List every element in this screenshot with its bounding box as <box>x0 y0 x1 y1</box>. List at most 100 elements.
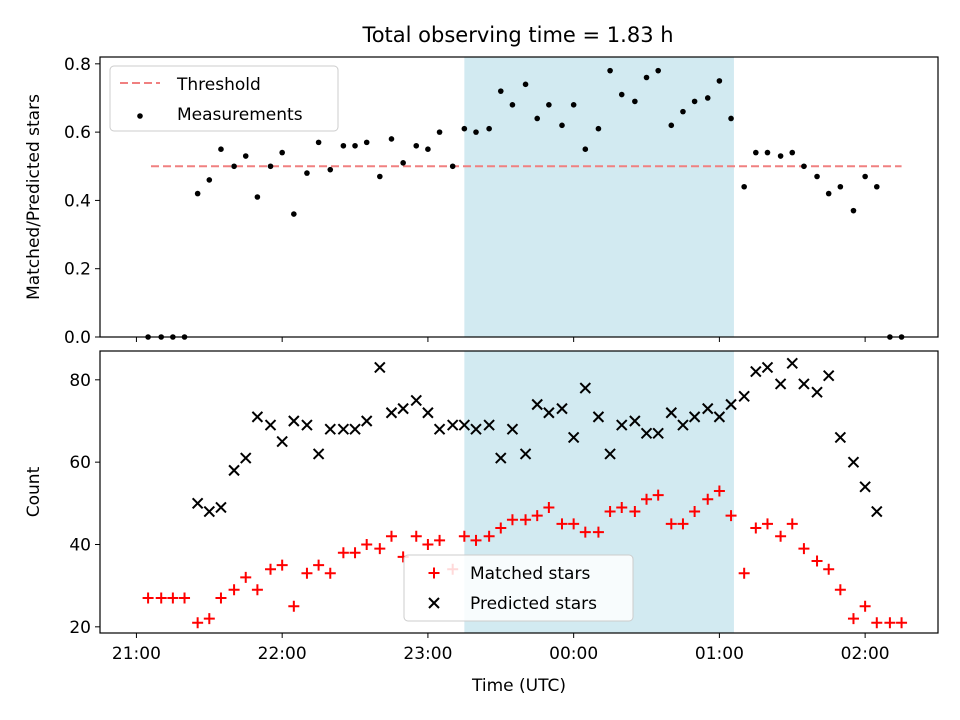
measurement-point <box>279 149 285 156</box>
matched-star-point <box>410 530 422 542</box>
bottom-panel-count-chart: 21:00 22:00 23:00 00:00 01:00 02:00 20 40 60 80 Co… <box>24 350 939 696</box>
predicted-star-point <box>567 431 580 444</box>
predicted-star-point <box>374 361 386 374</box>
matched-star-point <box>361 538 373 550</box>
predicted-star-point <box>276 435 288 448</box>
y-tick-label: 0.8 <box>64 55 91 75</box>
measurement-point <box>546 102 552 108</box>
legend: Threshold Measurements <box>109 65 339 132</box>
x-tick-label: 23:00 <box>403 644 452 664</box>
predicted-star-point <box>458 419 471 431</box>
measurement-point <box>618 91 625 98</box>
measurement-point <box>388 136 395 142</box>
measurement-point <box>425 146 431 152</box>
measurement-point <box>704 95 711 101</box>
predicted-star-point <box>495 452 507 464</box>
predicted-star-point <box>301 419 313 431</box>
measurement-point <box>267 163 274 170</box>
measurement-point <box>753 149 759 156</box>
matched-star-point <box>215 592 227 604</box>
legend-threshold-label: Threshold <box>176 75 261 95</box>
matched-star-point <box>713 485 725 497</box>
measurement-point <box>473 129 479 135</box>
matched-star-point <box>422 538 434 550</box>
matched-star-point <box>750 522 762 534</box>
measurement-point <box>363 139 370 146</box>
axes-frame <box>99 56 939 338</box>
matched-star-point <box>167 592 179 604</box>
matched-star-point <box>761 518 773 530</box>
predicted-star-point <box>543 407 555 419</box>
x-axis-label: Time (UTC) <box>471 676 566 696</box>
measurement-point <box>436 129 443 135</box>
predicted-star-point <box>725 398 737 411</box>
predicted-star-point <box>871 505 883 518</box>
predicted-star-point <box>446 419 459 431</box>
measurement-point <box>254 194 261 200</box>
predicted-star-point <box>506 423 519 435</box>
measurement-point <box>837 183 844 190</box>
measurement-point <box>873 183 880 190</box>
matched-star-point <box>616 501 628 513</box>
predicted-star-point <box>677 419 689 431</box>
predicted-star-point <box>750 365 762 378</box>
x-tick-label: 02:00 <box>841 644 890 664</box>
measurement-point <box>777 153 784 159</box>
matched-star-point <box>458 530 470 542</box>
measurement-point <box>534 115 541 122</box>
measurement-point <box>607 67 613 74</box>
matched-star-point <box>665 518 677 530</box>
matched-star-point <box>301 567 313 579</box>
predicted-star-point <box>834 431 847 444</box>
predicted-star-point <box>531 398 543 411</box>
predicted-star-point <box>385 407 398 419</box>
measurement-point <box>680 108 686 115</box>
predicted-star-point <box>228 464 240 477</box>
matched-star-point <box>251 584 263 596</box>
axes-frame <box>99 350 939 634</box>
matched-star-point <box>531 510 543 522</box>
measurement-point <box>194 190 201 197</box>
x-tick-label: 22:00 <box>258 644 307 664</box>
predicted-star-point <box>665 407 678 419</box>
predicted-star-point <box>847 456 860 468</box>
measurement-point <box>377 173 383 180</box>
measurement-point <box>862 173 868 180</box>
predicted-star-point <box>652 427 664 440</box>
matched-star-point <box>689 506 701 518</box>
y-tick-label: 0.0 <box>64 328 91 348</box>
legend-measurements-label: Measurements <box>177 105 303 125</box>
measurement-point <box>728 115 734 122</box>
matched-star-point <box>349 547 361 559</box>
matched-star-point <box>483 530 495 542</box>
legend-matched-swatch <box>428 567 440 579</box>
measurement-point <box>522 81 529 88</box>
predicted-star-point <box>616 419 628 431</box>
y-axis-label: Count <box>24 466 44 517</box>
measurement-point <box>291 211 297 217</box>
matched-star-point <box>265 563 277 575</box>
measurement-point <box>825 190 832 197</box>
predicted-star-point <box>761 361 774 374</box>
predicted-star-point <box>360 415 373 427</box>
measurement-point <box>741 183 747 190</box>
predicted-star-point <box>324 423 336 435</box>
predicted-star-point <box>859 481 871 493</box>
matched-star-point <box>288 600 300 612</box>
measurement-point <box>218 146 224 152</box>
matched-star-point <box>276 559 288 571</box>
measurement-point <box>340 142 347 149</box>
measurement-point <box>643 74 650 81</box>
matched-star-point <box>811 555 823 567</box>
matched-star-point <box>629 506 641 518</box>
legend-box <box>403 554 634 622</box>
predicted-star-point <box>240 452 252 464</box>
matched-star-point <box>677 518 689 530</box>
y-tick-label: 60 <box>69 453 91 473</box>
matched-star-point <box>568 518 580 530</box>
matched-star-point <box>155 592 167 604</box>
matched-star-point <box>543 501 555 513</box>
measurement-point <box>801 163 807 170</box>
matched-star-point <box>142 592 154 604</box>
